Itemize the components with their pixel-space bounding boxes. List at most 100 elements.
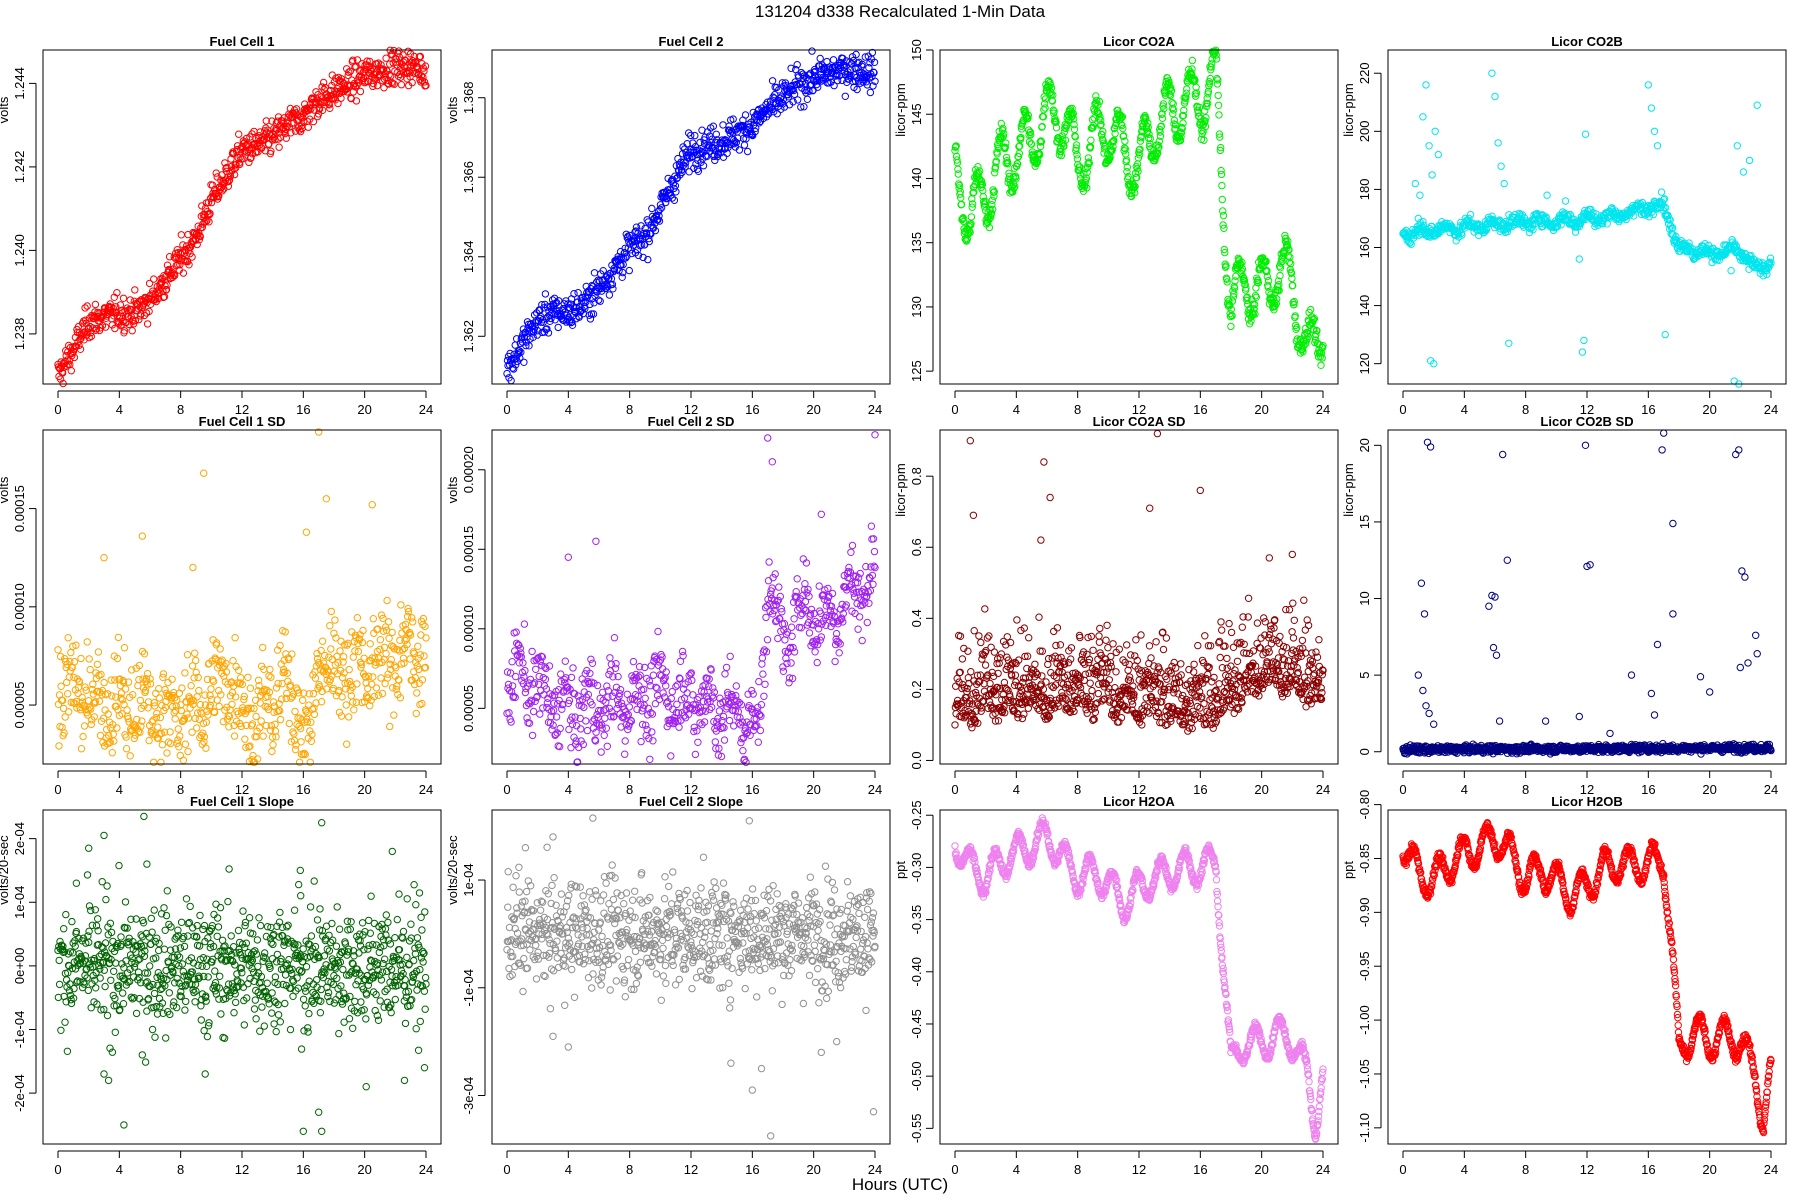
data-point (587, 310, 596, 318)
data-point (408, 78, 416, 87)
data-point (595, 277, 604, 285)
y-tick-label: 0.00010 (12, 583, 27, 630)
y-tick-label: 1.362 (461, 320, 476, 353)
data-point (76, 345, 85, 353)
data-point (765, 558, 773, 566)
data-point (366, 57, 374, 66)
data-point-outlier (764, 434, 772, 442)
data-point (641, 694, 649, 702)
data-point (193, 724, 201, 732)
data-point (776, 592, 784, 601)
data-point (583, 726, 592, 735)
data-point (574, 289, 582, 297)
data-point (268, 747, 276, 756)
y-tick-label: 0.00015 (12, 485, 27, 532)
data-point (603, 742, 611, 750)
data-point (304, 123, 312, 131)
data-point (343, 740, 351, 748)
data-point (373, 60, 381, 68)
data-point (755, 677, 763, 686)
data-point (195, 236, 204, 244)
data-point (649, 224, 658, 232)
data-point (382, 54, 390, 62)
data-point (622, 230, 630, 239)
data-point (171, 271, 179, 280)
y-tick-label: 0.00005 (461, 685, 476, 732)
panel-title: Fuel Cell 1 SD (199, 414, 286, 429)
data-point (694, 738, 702, 746)
data-point (648, 204, 656, 213)
data-point (230, 732, 239, 740)
data-point (397, 81, 406, 89)
data-point (1218, 195, 1227, 204)
data-point (215, 192, 223, 200)
data-point (629, 657, 638, 666)
data-point (345, 665, 353, 674)
x-tick-label: 16 (1641, 402, 1655, 417)
data-point (654, 216, 662, 224)
data-point (236, 160, 244, 169)
data-point-outlier (100, 554, 108, 562)
data-point (743, 147, 752, 156)
data-point (621, 750, 629, 758)
data-point (114, 633, 123, 642)
data-point (262, 117, 270, 125)
data-point (568, 321, 577, 329)
y-tick-label: 0.00010 (461, 605, 476, 652)
data-point (155, 685, 163, 693)
data-point (655, 217, 664, 225)
data-point (855, 613, 864, 621)
data-point (831, 657, 839, 666)
data-point (544, 329, 553, 337)
data-point (386, 722, 394, 731)
data-point (128, 327, 136, 335)
x-tick-label: 20 (806, 782, 820, 797)
data-point (193, 693, 201, 701)
data-point (687, 131, 695, 140)
data-point (245, 158, 253, 167)
data-point (409, 618, 417, 626)
data-point (377, 674, 385, 682)
data-point (813, 658, 821, 667)
data-point (762, 613, 770, 622)
data-point (701, 152, 710, 160)
data-point (336, 647, 344, 655)
data-point (666, 185, 674, 194)
data-point (696, 719, 704, 727)
data-point (208, 181, 217, 189)
data-point (112, 303, 120, 311)
data-point (120, 327, 129, 335)
data-point (321, 651, 329, 660)
data-point (555, 297, 563, 305)
data-point (268, 117, 276, 125)
data-point (1264, 276, 1273, 285)
data-point (670, 196, 679, 205)
y-tick-label: 1.242 (12, 151, 27, 184)
data-point (145, 307, 153, 316)
data-point (85, 655, 93, 663)
data-point (1011, 671, 1020, 679)
data-point (276, 133, 285, 142)
data-point (957, 200, 966, 209)
data-point (383, 596, 391, 605)
data-point (719, 712, 728, 721)
data-point (722, 139, 731, 148)
data-point (977, 638, 985, 647)
data-point (70, 353, 79, 362)
data-point (291, 707, 299, 716)
data-point-outlier (1431, 127, 1439, 136)
data-point (669, 176, 677, 184)
data-point (548, 309, 556, 317)
data-point (258, 133, 266, 141)
data-point (363, 57, 371, 65)
data-point (162, 285, 171, 294)
data-point (373, 81, 382, 90)
data-point (734, 134, 742, 142)
data-point (628, 249, 636, 258)
data-point (599, 267, 607, 275)
data-point (529, 707, 538, 716)
data-point (176, 732, 184, 740)
data-point (1013, 616, 1021, 624)
